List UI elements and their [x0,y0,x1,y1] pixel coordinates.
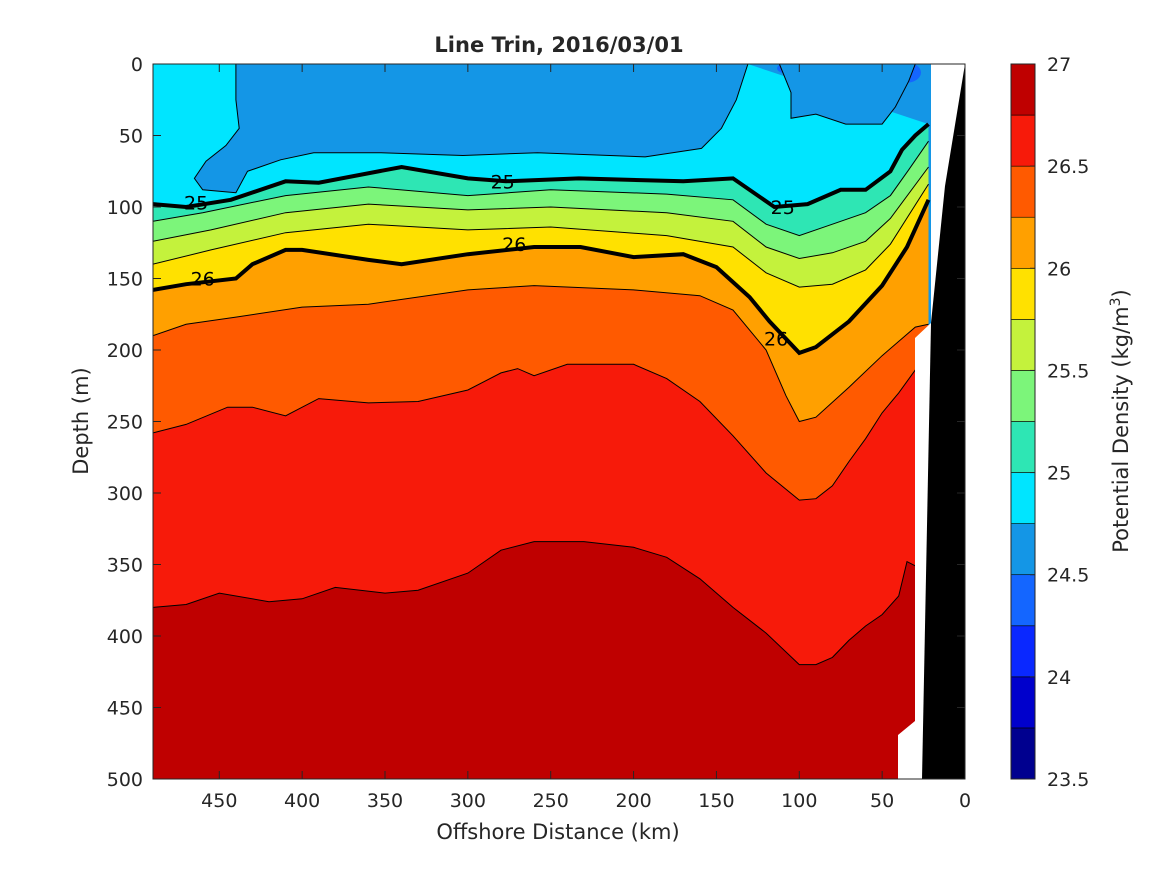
band-26.75 [153,541,924,779]
isopycnal-24.75 [193,64,749,194]
x-tick-label: 450 [201,790,237,812]
coastline-region [898,64,965,779]
colorbar-swatch [1010,370,1036,422]
contour-label: 25 [184,193,208,215]
colorbar: 23.5 24 24.5 25 25.5 26 26.5 27 Potential Densi… [1010,54,1133,791]
x-tick-label: 300 [450,790,486,812]
y-tick-label: 100 [107,197,143,219]
y-tick-label: 250 [107,412,143,434]
x-axis-label: Offshore Distance (km) [436,820,679,844]
colorbar-swatch [1010,267,1036,320]
contour-label: 26 [191,269,215,291]
isopycnal-24.5 [778,64,916,125]
colorbar-label-main: Potential Density (kg/m [1109,306,1133,552]
band-surface-blue [194,64,748,193]
contour-label: 26 [764,329,788,351]
colorbar-tick-label: 27 [1047,54,1071,76]
y-tick-label: 400 [107,626,143,648]
plot-area: 25 25 25 26 26 26 [153,64,965,779]
colorbar-swatch [1010,472,1036,524]
y-tick-label: 350 [107,555,143,577]
x-axis: 450 400 350 300 250 200 150 100 50 0 [201,64,971,812]
contour-label: 25 [771,197,795,219]
isopycnal-26.25 [153,285,929,423]
colorbar-swatch [1010,165,1036,218]
y-tick-label: 500 [107,769,143,791]
colorbar-tick-label: 26 [1047,258,1071,280]
colorbar-swatch [1010,625,1036,678]
y-tick-label: 300 [107,483,143,505]
colorbar-tick-label: 26.5 [1047,156,1089,178]
y-tick-label: 150 [107,269,143,291]
y-tick-label: 0 [131,54,143,76]
x-tick-label: 350 [367,790,403,812]
isopycnal-26.75 [153,541,924,666]
x-tick-label: 250 [533,790,569,812]
colorbar-label-sup: 3 [1108,297,1124,306]
colorbar-tick-label: 25.5 [1047,360,1089,382]
colorbar-swatch [1010,727,1036,780]
y-axis: 0 50 100 150 200 250 300 350 400 450 500 [107,54,965,791]
colorbar-swatch [1010,676,1036,729]
density-bands [153,64,965,779]
colorbar-swatches [1010,63,1036,780]
band-surface-bubble-top [779,64,916,125]
contour-labels: 25 25 25 26 26 26 [184,171,795,350]
x-tick-label: 400 [284,790,320,812]
colorbar-tick-label: 24.5 [1047,565,1089,587]
colorbar-label-end: ) [1109,289,1133,297]
colorbar-swatch [1010,421,1036,473]
isopycnal-26.5 [153,363,929,501]
y-tick-label: 200 [107,340,143,362]
isopycnal-25.5 [153,166,929,260]
colorbar-label: Potential Density (kg/m3) [1108,289,1133,553]
colorbar-tick-label: 23.5 [1047,769,1089,791]
colorbar-ticks: 23.5 24 24.5 25 25.5 26 26.5 27 [1030,54,1089,791]
isopycnal-25 [153,122,930,210]
y-axis-label: Depth (m) [69,367,93,474]
isopycnal-25.75 [153,183,929,288]
colorbar-swatch [1010,523,1036,576]
isopycnal-lines [153,64,931,666]
x-tick-label: 100 [781,790,817,812]
x-tick-label: 150 [698,790,734,812]
colorbar-tick-label: 25 [1047,463,1071,485]
colorbar-swatch [1010,114,1036,167]
x-tick-label: 200 [615,790,651,812]
y-tick-label: 50 [119,126,143,148]
land-mask [922,64,965,779]
colorbar-swatch [1010,319,1036,371]
chart-title: Line Trin, 2016/03/01 [434,33,683,57]
colorbar-swatch [1010,216,1036,269]
isopycnal-26 [153,198,931,356]
contour-label: 26 [502,234,526,256]
band-offshore-cyan [153,64,240,179]
colorbar-frame [1010,63,1036,780]
x-tick-label: 0 [959,790,971,812]
y-tick-label: 450 [107,698,143,720]
x-tick-label: 50 [870,790,894,812]
colorbar-swatch [1010,63,1036,116]
contour-label: 25 [491,171,515,193]
colorbar-tick-label: 24 [1047,667,1071,689]
colorbar-swatch [1010,574,1036,627]
band-cyan [153,64,929,207]
isopycnal-25.25 [153,140,929,237]
